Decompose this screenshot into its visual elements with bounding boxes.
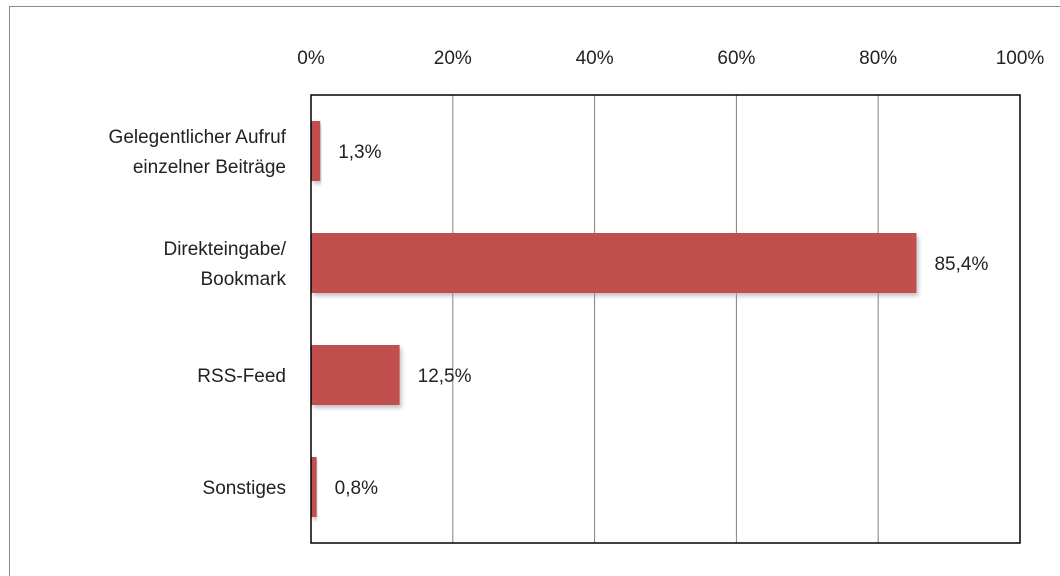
x-tick-label: 0%: [297, 48, 325, 69]
plot-area-border: [310, 94, 1021, 544]
data-label: 12,5%: [418, 366, 472, 387]
x-tick-label: 80%: [859, 48, 897, 69]
data-label: 85,4%: [934, 254, 988, 275]
bar: [311, 345, 400, 405]
bar: [311, 121, 321, 181]
data-label: 1,3%: [338, 142, 381, 163]
x-tick-label: 60%: [717, 48, 755, 69]
category-label: Sonstiges: [203, 478, 286, 499]
chart: 0% 20% 40% 60% 80% 100% Gelegentlicher Aufruf…: [109, 48, 1044, 544]
category-label: Gelegentlicher Aufruf einzelner Beiträge: [109, 127, 287, 178]
bars: [311, 121, 917, 517]
category-label: Direkteingabe/Bookmark: [163, 239, 286, 290]
grid-lines: [452, 95, 879, 543]
data-labels: 1,3% 85,4% 12,5% 0,8%: [335, 142, 989, 499]
bar: [311, 233, 917, 293]
plot-border: [310, 94, 1021, 544]
x-tick-label: 20%: [434, 48, 472, 69]
x-tick-label: 100%: [996, 48, 1045, 69]
x-tick-label: 40%: [576, 48, 614, 69]
category-labels: Gelegentlicher Aufruf einzelner Beiträge D…: [109, 127, 287, 499]
category-label: RSS-Feed: [197, 366, 286, 387]
bar: [311, 457, 317, 517]
chart-frame: [9, 6, 1060, 576]
x-axis-ticks: 0% 20% 40% 60% 80% 100%: [297, 48, 1044, 69]
data-label: 0,8%: [335, 478, 378, 499]
